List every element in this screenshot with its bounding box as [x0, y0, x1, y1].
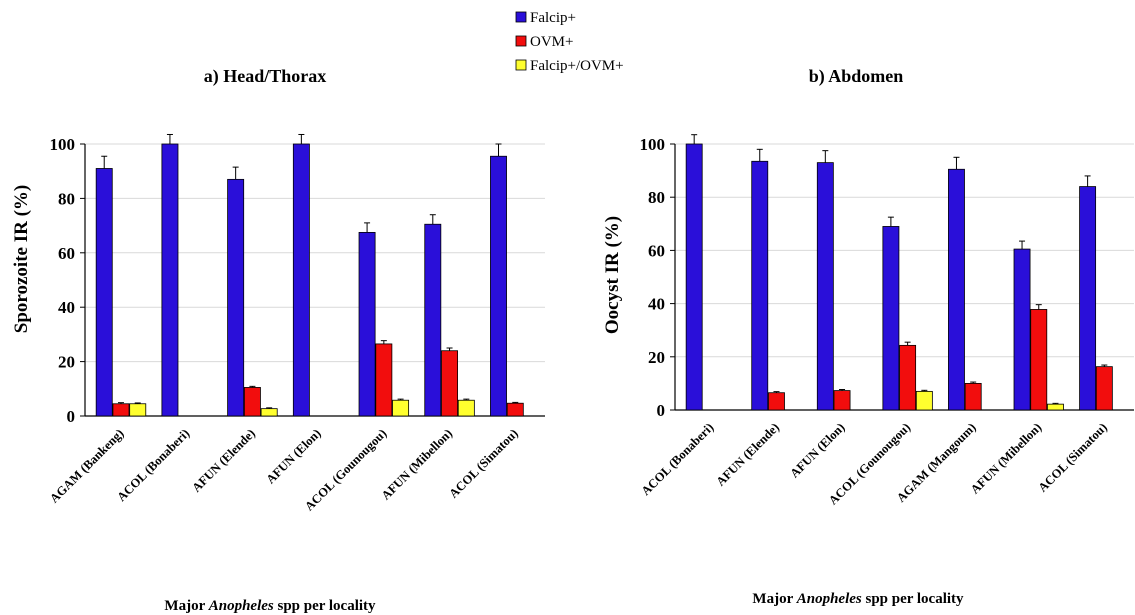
panel-b-ytick-label: 20: [648, 348, 665, 367]
panel-a-bar-ovm-: [243, 387, 261, 417]
panel-a-bar-falcip-: [95, 168, 113, 417]
panel-a-title: a) Head/Thorax: [204, 66, 327, 87]
panel-b-bar-ovm-: [768, 392, 785, 411]
panel-b-bar-falcip-: [1079, 186, 1097, 411]
panel-a-ytick-label: 0: [67, 407, 76, 426]
panel-b-bar-falcip-: [948, 168, 965, 411]
xlabel-italic: Anopheles: [208, 598, 274, 614]
panel-b-bar-falcip-: [882, 226, 900, 411]
panel-b-bar-falcip-: [685, 143, 703, 411]
panel-b-category-label: ACOL (Bonaberi): [639, 420, 717, 498]
legend-label-2: Falcip+/OVM+: [530, 58, 624, 74]
panel-b-bar-falcip-: [751, 160, 769, 411]
xlabel-suffix: spp per locality: [862, 591, 964, 607]
panel-b-bar-ovm-: [1095, 366, 1113, 411]
panel-a-category-label: AFUN (Elende): [189, 426, 258, 495]
panel-a-bar-ovm-: [112, 403, 130, 417]
panel-a-category-label: ACOL (Bonaberi): [114, 426, 192, 504]
xlabel-italic: Anopheles: [796, 591, 862, 607]
panel-a-ytick-label: 40: [58, 298, 75, 317]
panel-b-title: b) Abdomen: [809, 66, 904, 87]
panel-b-category-label: ACOL (Simatou): [1035, 420, 1109, 494]
panel-b-xlabel: Major Anopheles spp per locality: [752, 591, 964, 607]
panel-a-bar-falcip-ovm-: [392, 399, 410, 417]
panel-b-bar-ovm-: [1030, 309, 1048, 411]
panel-a-bar-falcip-: [227, 178, 245, 417]
panel-a-bar-ovm-: [506, 402, 524, 417]
panel-a-bar-falcip-: [424, 223, 442, 417]
legend-swatch-2: [515, 59, 527, 71]
panel-b-ytick-label: 100: [640, 135, 666, 154]
xlabel-prefix: Major: [164, 598, 208, 614]
panel-b-ytick-label: 60: [648, 241, 665, 260]
panel-b-bar-ovm-: [833, 390, 851, 411]
panel-a-category-label: ACOL (Simatou): [446, 426, 520, 500]
panel-a-bar-falcip-ovm-: [129, 403, 147, 417]
panel-a-ytick-label: 60: [58, 244, 75, 263]
panel-b-bar-falcip-: [816, 162, 834, 411]
legend-swatch-0: [515, 11, 527, 23]
legend-swatch-1: [515, 35, 527, 47]
panel-b-bar-ovm-: [964, 382, 982, 411]
panel-a-ytick-label: 100: [50, 135, 76, 154]
legend: Falcip+ OVM+ Falcip+/OVM+: [515, 10, 624, 74]
panel-b-category-label: AFUN (Mibellon): [968, 420, 1044, 496]
panel-b-plot: 0 20 40 60 80 100 ACOL (Bonaberi)AFUN (Elende)…: [639, 134, 1134, 507]
panel-b-bar-ovm-: [899, 344, 917, 411]
xlabel-prefix: Major: [752, 591, 796, 607]
panel-b-category-label: AFUN (Elende): [713, 420, 782, 489]
legend-label-1: OVM+: [530, 34, 573, 50]
panel-a-xlabel: Major Anopheles spp per locality: [164, 598, 376, 614]
panel-a-bar-falcip-: [292, 143, 310, 417]
panel-b-ytick-label: 0: [657, 401, 666, 420]
panel-a-bar-falcip-ovm-: [260, 408, 278, 417]
panel-a-ylabel: Sporozoite IR (%): [11, 185, 32, 333]
panel-b-category-label: AFUN (Elon): [787, 420, 847, 480]
xlabel-suffix: spp per locality: [274, 598, 376, 614]
panel-b-bar-falcip-ovm-: [1047, 403, 1064, 411]
panel-b-ytick-label: 40: [648, 295, 665, 314]
panel-a-bar-ovm-: [441, 350, 459, 417]
panel-b-ylabel: Oocyst IR (%): [602, 216, 623, 334]
legend-label-0: Falcip+: [530, 10, 576, 26]
panel-a-bar-falcip-: [490, 155, 507, 417]
panel-a-category-label: AFUN (Mibellon): [379, 426, 455, 502]
panel-a-bar-falcip-ovm-: [457, 399, 475, 417]
panel-a-bar-falcip-: [161, 143, 179, 417]
panel-b-bar-falcip-ovm-: [915, 390, 933, 411]
panel-b-bar-falcip-: [1013, 248, 1031, 411]
panel-a-bar-ovm-: [375, 343, 393, 417]
panel-a-bar-falcip-: [358, 231, 376, 417]
panel-a-ytick-label: 20: [58, 353, 75, 372]
panel-b-ytick-label: 80: [648, 188, 665, 207]
panel-a-ytick-label: 80: [58, 189, 75, 208]
panel-a-category-label: AFUN (Elon): [263, 426, 323, 486]
